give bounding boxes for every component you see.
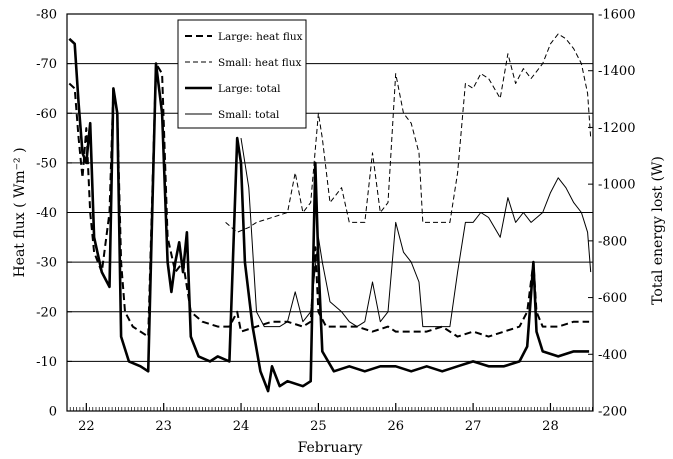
y-left-tick-label-3: -50 <box>36 156 57 171</box>
x-tick-label-1: 23 <box>155 419 172 434</box>
x-tick-label-4: 26 <box>387 419 404 434</box>
y-left-tick-label-1: -70 <box>36 57 57 72</box>
x-tick-label-6: 28 <box>542 419 559 434</box>
y-right-tick-label-5: -600 <box>598 291 627 306</box>
y-axis-left-label: Heat flux ( Wm⁻² ) <box>12 147 28 277</box>
legend-label-3: Small: total <box>218 109 280 121</box>
y-left-tick-label-5: -30 <box>36 256 57 271</box>
y-right-tick-label-1: -1400 <box>598 64 635 79</box>
series-line-2 <box>68 37 590 393</box>
x-axis-label: February <box>298 440 363 456</box>
y-left-tick-label-4: -40 <box>36 206 57 221</box>
ticks: -80 -70 -60 -50 -40 -30 -20 -10 0 -1600 -1400 -1200… <box>36 8 635 435</box>
x-tick-label-5: 27 <box>465 419 482 434</box>
legend: Large: heat flux Small: heat flux Large: t… <box>177 19 307 129</box>
y-left-tick-label-2: -60 <box>36 107 57 122</box>
x-tick-label-3: 25 <box>310 419 327 434</box>
gridlines <box>67 63 593 362</box>
legend-box <box>177 19 307 129</box>
legend-label-0: Large: heat flux <box>218 31 303 43</box>
y-right-tick-label-0: -1600 <box>598 8 635 23</box>
series-layer <box>68 33 592 393</box>
y-right-tick-label-7: -200 <box>598 405 627 420</box>
y-left-tick-label-8: 0 <box>49 405 57 420</box>
y-left-tick-label-6: -20 <box>36 305 57 320</box>
series-line-3 <box>240 138 592 328</box>
y-right-tick-label-6: -400 <box>598 348 627 363</box>
series-line-1 <box>225 33 592 233</box>
legend-label-1: Small: heat flux <box>218 57 302 69</box>
y-right-tick-label-2: -1200 <box>598 121 635 136</box>
y-right-tick-label-4: -800 <box>598 234 627 249</box>
x-tick-label-2: 24 <box>233 419 250 434</box>
y-left-tick-label-0: -80 <box>36 8 57 23</box>
legend-label-2: Large: total <box>218 83 281 95</box>
x-tick-label-0: 22 <box>78 419 95 434</box>
y-right-tick-label-3: -1000 <box>598 178 635 193</box>
y-left-tick-label-7: -10 <box>36 355 57 370</box>
y-axis-right-label: Total energy lost (W) <box>650 156 666 305</box>
